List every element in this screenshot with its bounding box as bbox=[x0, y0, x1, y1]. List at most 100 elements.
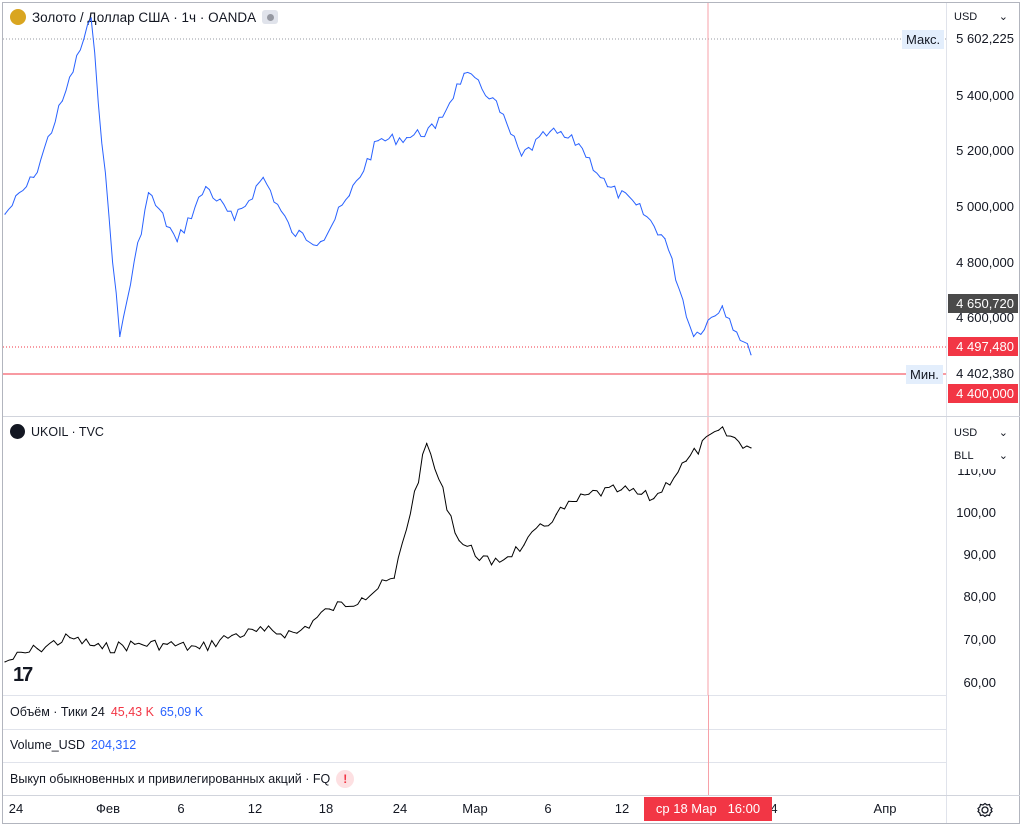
y-tick-label: 5 400,000 bbox=[956, 88, 1014, 103]
data-point bbox=[90, 17, 92, 19]
oil-y-tick: 60,00 bbox=[963, 675, 996, 690]
currency-select[interactable]: USD ⌄ bbox=[948, 10, 1014, 24]
data-point bbox=[231, 634, 233, 636]
data-point bbox=[262, 176, 264, 178]
price-axis-border bbox=[946, 3, 947, 823]
data-point bbox=[328, 608, 330, 610]
data-point bbox=[320, 241, 322, 243]
data-point bbox=[205, 186, 207, 188]
data-point bbox=[199, 648, 201, 650]
data-point bbox=[134, 643, 136, 645]
crosshair-indicator bbox=[708, 695, 709, 795]
y-tick-label: 4 800,000 bbox=[956, 255, 1014, 270]
volume-usd-label: Volume_USD bbox=[10, 738, 86, 752]
alert-price-badge: 4 400,000 bbox=[948, 384, 1018, 403]
volume-label: Объём · Тики 24 bbox=[10, 705, 105, 719]
data-point bbox=[458, 540, 460, 542]
x-tick-label: 6 bbox=[177, 801, 185, 816]
data-point bbox=[653, 498, 655, 500]
data-point bbox=[549, 130, 551, 133]
pane-separator bbox=[3, 416, 1020, 417]
data-point bbox=[490, 564, 493, 566]
data-point bbox=[69, 637, 71, 639]
oil-y-tick: 110,00 bbox=[957, 463, 996, 478]
oil-series bbox=[4, 425, 752, 663]
oil-symbol-title: UKOIL · TVC bbox=[31, 424, 104, 439]
oil-y-tick: 70,00 bbox=[963, 632, 996, 647]
data-point bbox=[101, 648, 103, 650]
current-price-badge: 4 497,480 bbox=[948, 337, 1018, 356]
buyback-indicator[interactable]: Выкуп обыкновенных и привилегированных а… bbox=[10, 770, 355, 788]
gold-chart[interactable] bbox=[3, 3, 946, 416]
oil-chart[interactable] bbox=[3, 417, 946, 695]
data-point bbox=[588, 493, 590, 495]
crosshair-time-label: ср 18 Мар 16:00 bbox=[644, 797, 772, 821]
oil-unit-label: BLL bbox=[954, 449, 974, 462]
data-point bbox=[434, 127, 436, 129]
buyback-label: Выкуп обыкновенных и привилегированных а… bbox=[10, 772, 331, 786]
data-point bbox=[523, 544, 525, 546]
volume-value-blue: 65,09 K bbox=[159, 705, 204, 719]
min-label: Мин. bbox=[906, 365, 943, 384]
y-tick-label: 5 000,000 bbox=[956, 199, 1014, 214]
indicator-separator-1 bbox=[3, 695, 947, 696]
y-tick-label: 4 600,000 bbox=[956, 310, 1014, 325]
data-point bbox=[393, 577, 395, 579]
x-tick-label: 12 bbox=[247, 801, 263, 816]
x-tick-label: Мар bbox=[462, 801, 488, 816]
volume-value-red: 45,43 K bbox=[110, 705, 154, 719]
y-tick-label: 5 200,000 bbox=[956, 143, 1014, 158]
oil-y-tick: 90,00 bbox=[963, 547, 996, 562]
main-legend[interactable]: Золото / Доллар США · 1ч · OANDA bbox=[10, 9, 279, 25]
oil-drop-icon bbox=[10, 424, 25, 439]
data-point bbox=[4, 661, 6, 663]
data-point bbox=[4, 213, 6, 215]
chevron-down-icon: ⌄ bbox=[998, 427, 1008, 439]
chevron-down-icon: ⌄ bbox=[998, 11, 1008, 23]
indicator-separator-2 bbox=[3, 729, 947, 730]
data-point bbox=[718, 429, 720, 431]
oil-currency-label: USD bbox=[954, 426, 978, 439]
x-tick-label: 4 bbox=[770, 801, 778, 816]
volume-usd-value: 204,312 bbox=[91, 738, 137, 752]
oil-currency-select[interactable]: USD ⌄ bbox=[948, 426, 1014, 440]
x-tick-label: 12 bbox=[614, 801, 630, 816]
main-symbol-title: Золото / Доллар США · 1ч · OANDA bbox=[32, 9, 257, 25]
data-point bbox=[685, 460, 687, 462]
data-point bbox=[693, 335, 695, 338]
volume-indicator[interactable]: Объём · Тики 24 45,43 K 65,09 K bbox=[10, 705, 203, 719]
x-tick-label: 24 bbox=[8, 801, 24, 816]
data-point bbox=[520, 155, 523, 157]
tradingview-logo[interactable]: 17 bbox=[13, 664, 33, 686]
data-point bbox=[492, 97, 494, 99]
data-point bbox=[426, 442, 428, 445]
x-tick-label: 24 bbox=[392, 801, 408, 816]
x-tick-label: Апр bbox=[873, 801, 897, 816]
alert-icon[interactable]: ! bbox=[336, 770, 355, 788]
data-point bbox=[606, 186, 609, 188]
currency-label: USD bbox=[954, 10, 978, 23]
data-point bbox=[721, 305, 723, 307]
time-axis-border bbox=[3, 795, 1020, 796]
x-tick-label: 6 bbox=[544, 801, 552, 816]
data-point bbox=[233, 219, 236, 221]
eye-icon[interactable] bbox=[262, 10, 279, 24]
oil-y-tick: 80,00 bbox=[963, 589, 996, 604]
oil-unit-select[interactable]: BLL ⌄ bbox=[948, 449, 1014, 463]
data-point bbox=[147, 192, 150, 194]
max-label: Макс. bbox=[902, 30, 945, 49]
x-tick-label: 18 bbox=[318, 801, 334, 816]
data-point bbox=[750, 447, 752, 449]
data-point bbox=[176, 241, 178, 243]
indicator-separator-3 bbox=[3, 762, 947, 763]
data-point bbox=[296, 632, 298, 634]
x-tick-label: Фев bbox=[95, 801, 121, 816]
data-point bbox=[750, 354, 752, 356]
data-point bbox=[263, 630, 266, 632]
data-point bbox=[620, 489, 622, 491]
data-point bbox=[578, 143, 580, 145]
settings-gear-icon[interactable] bbox=[976, 801, 994, 819]
volume-usd-indicator[interactable]: Volume_USD 204,312 bbox=[10, 738, 136, 752]
oil-legend[interactable]: UKOIL · TVC bbox=[10, 424, 104, 439]
